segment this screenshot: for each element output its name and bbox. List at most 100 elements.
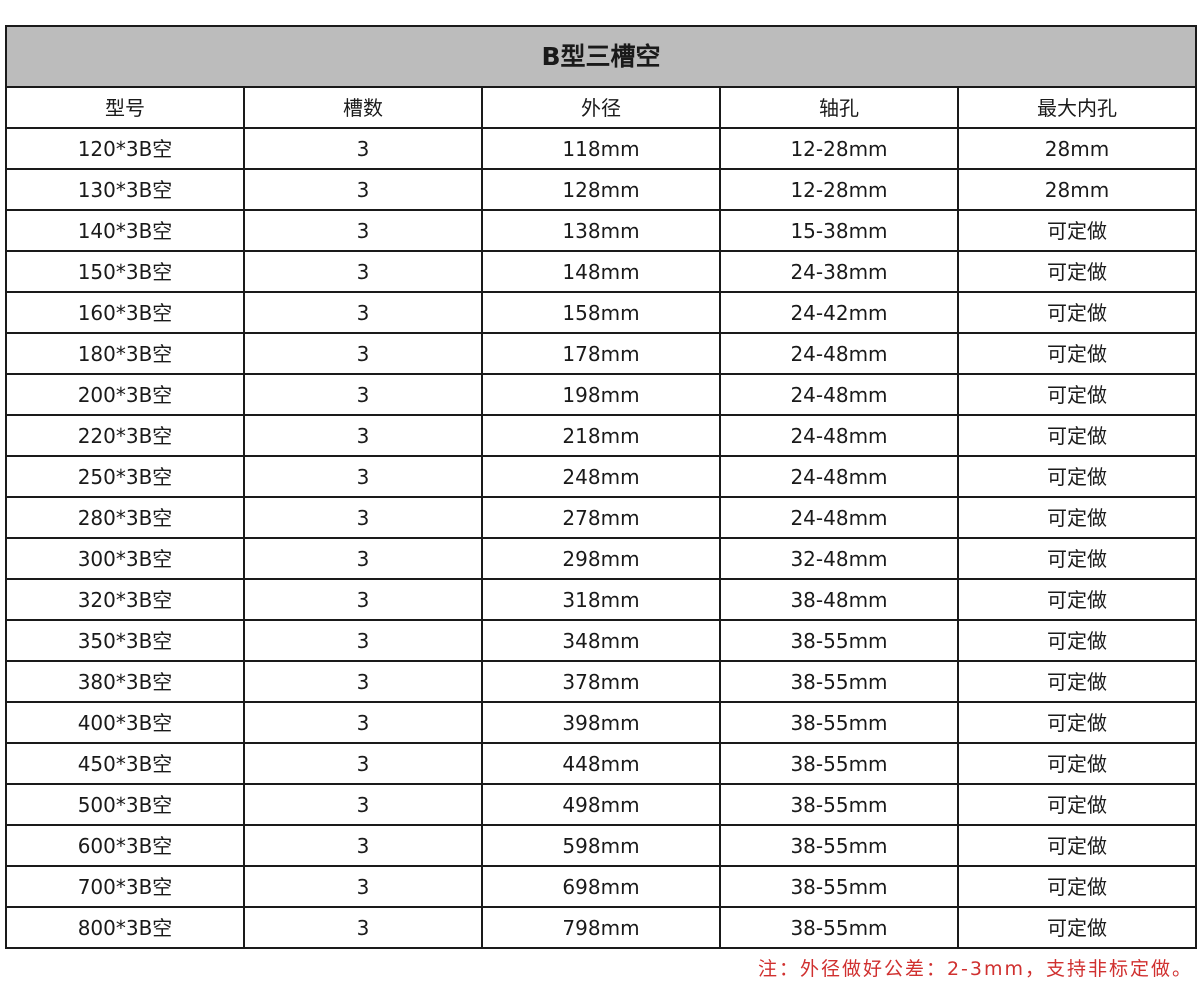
cell-max-bore: 28mm (957, 168, 1197, 211)
cell-grooves: 3 (243, 906, 483, 949)
cell-outer-diameter: 138mm (481, 209, 721, 252)
cell-outer-diameter: 348mm (481, 619, 721, 662)
cell-max-bore: 可定做 (957, 783, 1197, 826)
cell-grooves: 3 (243, 414, 483, 457)
cell-shaft-bore: 24-48mm (719, 332, 959, 375)
cell-max-bore: 可定做 (957, 373, 1197, 416)
cell-shaft-bore: 15-38mm (719, 209, 959, 252)
spec-table: B型三槽空 型号 槽数 外径 轴孔 最大内孔 120*3B空 3 118mm 12-2… (5, 25, 1197, 949)
cell-grooves: 3 (243, 783, 483, 826)
table-row: 450*3B空 3 448mm 38-55mm 可定做 (5, 742, 1197, 785)
header-model: 型号 (5, 86, 245, 129)
cell-grooves: 3 (243, 701, 483, 744)
cell-model: 280*3B空 (5, 496, 245, 539)
cell-shaft-bore: 38-55mm (719, 865, 959, 908)
table-row: 700*3B空 3 698mm 38-55mm 可定做 (5, 865, 1197, 908)
cell-shaft-bore: 24-48mm (719, 496, 959, 539)
cell-max-bore: 可定做 (957, 209, 1197, 252)
cell-shaft-bore: 24-38mm (719, 250, 959, 293)
cell-shaft-bore: 38-55mm (719, 701, 959, 744)
cell-shaft-bore: 24-48mm (719, 414, 959, 457)
table-row: 800*3B空 3 798mm 38-55mm 可定做 (5, 906, 1197, 949)
cell-model: 350*3B空 (5, 619, 245, 662)
table-row: 220*3B空 3 218mm 24-48mm 可定做 (5, 414, 1197, 457)
cell-grooves: 3 (243, 865, 483, 908)
cell-max-bore: 可定做 (957, 291, 1197, 334)
table-row: 500*3B空 3 498mm 38-55mm 可定做 (5, 783, 1197, 826)
cell-shaft-bore: 24-42mm (719, 291, 959, 334)
table-row: 280*3B空 3 278mm 24-48mm 可定做 (5, 496, 1197, 539)
cell-max-bore: 可定做 (957, 455, 1197, 498)
cell-grooves: 3 (243, 742, 483, 785)
cell-outer-diameter: 118mm (481, 127, 721, 170)
cell-outer-diameter: 698mm (481, 865, 721, 908)
cell-max-bore: 可定做 (957, 742, 1197, 785)
cell-outer-diameter: 278mm (481, 496, 721, 539)
cell-shaft-bore: 38-48mm (719, 578, 959, 621)
header-grooves: 槽数 (243, 86, 483, 129)
cell-grooves: 3 (243, 373, 483, 416)
cell-max-bore: 可定做 (957, 332, 1197, 375)
cell-grooves: 3 (243, 496, 483, 539)
header-row: 型号 槽数 外径 轴孔 最大内孔 (5, 86, 1197, 129)
title-row: B型三槽空 (5, 25, 1197, 88)
tolerance-note: 注：外径做好公差：2-3mm，支持非标定做。 (757, 958, 1193, 980)
cell-model: 130*3B空 (5, 168, 245, 211)
cell-model: 400*3B空 (5, 701, 245, 744)
header-max-bore: 最大内孔 (957, 86, 1197, 129)
header-shaft-bore: 轴孔 (719, 86, 959, 129)
cell-model: 150*3B空 (5, 250, 245, 293)
cell-shaft-bore: 38-55mm (719, 619, 959, 662)
table-row: 600*3B空 3 598mm 38-55mm 可定做 (5, 824, 1197, 867)
cell-grooves: 3 (243, 209, 483, 252)
cell-max-bore: 可定做 (957, 496, 1197, 539)
cell-grooves: 3 (243, 537, 483, 580)
cell-outer-diameter: 318mm (481, 578, 721, 621)
table-row: 200*3B空 3 198mm 24-48mm 可定做 (5, 373, 1197, 416)
cell-grooves: 3 (243, 455, 483, 498)
cell-model: 380*3B空 (5, 660, 245, 703)
cell-shaft-bore: 12-28mm (719, 168, 959, 211)
cell-max-bore: 可定做 (957, 701, 1197, 744)
cell-outer-diameter: 178mm (481, 332, 721, 375)
cell-model: 120*3B空 (5, 127, 245, 170)
cell-max-bore: 可定做 (957, 619, 1197, 662)
cell-model: 700*3B空 (5, 865, 245, 908)
cell-model: 220*3B空 (5, 414, 245, 457)
cell-shaft-bore: 32-48mm (719, 537, 959, 580)
table-row: 350*3B空 3 348mm 38-55mm 可定做 (5, 619, 1197, 662)
cell-model: 250*3B空 (5, 455, 245, 498)
table-row: 400*3B空 3 398mm 38-55mm 可定做 (5, 701, 1197, 744)
cell-max-bore: 可定做 (957, 824, 1197, 867)
cell-grooves: 3 (243, 250, 483, 293)
table-row: 140*3B空 3 138mm 15-38mm 可定做 (5, 209, 1197, 252)
cell-model: 320*3B空 (5, 578, 245, 621)
cell-max-bore: 可定做 (957, 578, 1197, 621)
cell-shaft-bore: 38-55mm (719, 824, 959, 867)
cell-model: 500*3B空 (5, 783, 245, 826)
cell-grooves: 3 (243, 332, 483, 375)
table-row: 150*3B空 3 148mm 24-38mm 可定做 (5, 250, 1197, 293)
cell-shaft-bore: 12-28mm (719, 127, 959, 170)
cell-max-bore: 可定做 (957, 537, 1197, 580)
cell-grooves: 3 (243, 291, 483, 334)
cell-shaft-bore: 38-55mm (719, 783, 959, 826)
cell-outer-diameter: 218mm (481, 414, 721, 457)
cell-max-bore: 可定做 (957, 250, 1197, 293)
table-row: 180*3B空 3 178mm 24-48mm 可定做 (5, 332, 1197, 375)
cell-model: 160*3B空 (5, 291, 245, 334)
cell-max-bore: 可定做 (957, 660, 1197, 703)
cell-max-bore: 可定做 (957, 414, 1197, 457)
cell-shaft-bore: 38-55mm (719, 906, 959, 949)
cell-outer-diameter: 298mm (481, 537, 721, 580)
cell-outer-diameter: 148mm (481, 250, 721, 293)
cell-model: 140*3B空 (5, 209, 245, 252)
cell-max-bore: 28mm (957, 127, 1197, 170)
cell-outer-diameter: 128mm (481, 168, 721, 211)
cell-max-bore: 可定做 (957, 865, 1197, 908)
cell-outer-diameter: 798mm (481, 906, 721, 949)
cell-outer-diameter: 158mm (481, 291, 721, 334)
cell-shaft-bore: 38-55mm (719, 742, 959, 785)
table-row: 300*3B空 3 298mm 32-48mm 可定做 (5, 537, 1197, 580)
